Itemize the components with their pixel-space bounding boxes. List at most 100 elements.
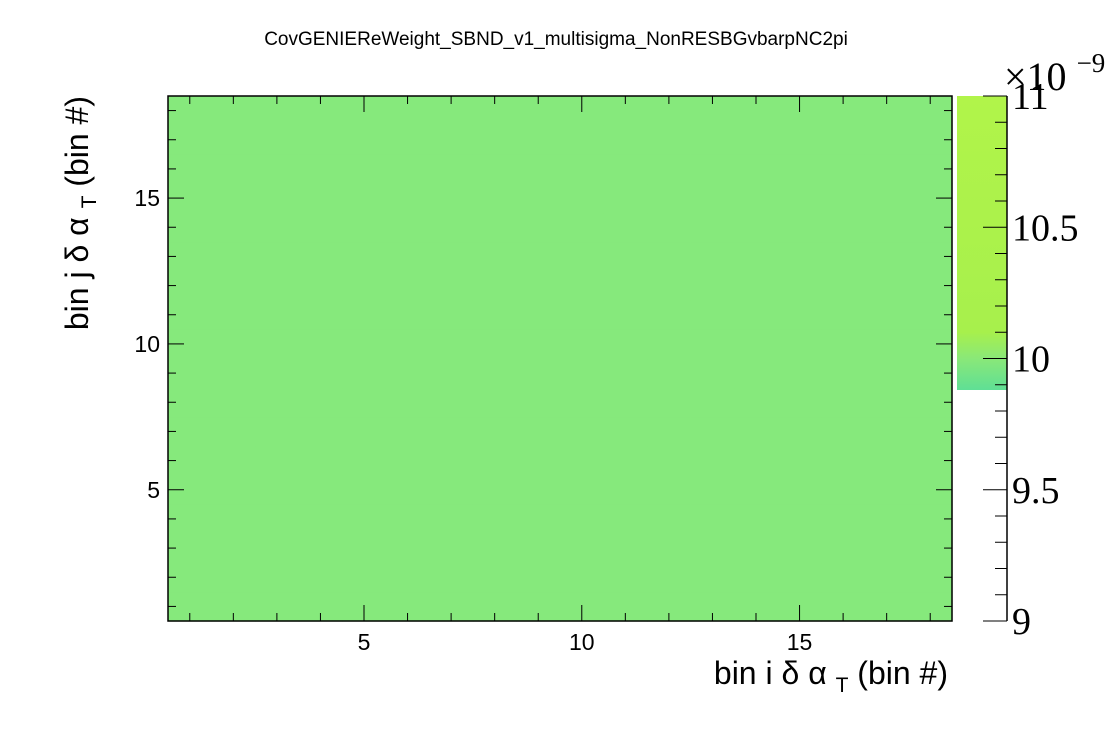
heatmap-cell [342, 329, 387, 360]
heatmap-cell [603, 212, 648, 243]
heatmap-cell [603, 358, 648, 389]
heatmap-cell [342, 358, 387, 389]
heatmap-cell [647, 533, 692, 564]
heatmap-cell [429, 125, 474, 155]
heatmap-cell [821, 271, 866, 301]
heatmap-cell [472, 241, 518, 272]
heatmap-cell [690, 241, 735, 272]
heatmap-cell [647, 154, 692, 185]
heatmap-cell [211, 183, 256, 214]
heatmap-cell [255, 183, 300, 214]
heatmap-cell [864, 125, 910, 155]
heatmap-cell [429, 475, 474, 505]
heatmap-cell [777, 533, 822, 564]
heatmap-cell [603, 329, 648, 360]
heatmap-cell [429, 446, 474, 476]
x-axis-ticks [189, 96, 931, 621]
x-axis-label-unit: (bin #) [857, 655, 948, 691]
heatmap-cell [603, 446, 648, 476]
heatmap-cell [864, 533, 910, 564]
heatmap-cell [516, 241, 561, 272]
heatmap-cell [603, 387, 648, 418]
heatmap-cell [734, 300, 779, 330]
heatmap-cell [516, 300, 561, 330]
heatmap-cell [211, 212, 256, 243]
colorbar-multiplier-exponent: −9 [1077, 48, 1106, 78]
heatmap-cell [777, 416, 822, 447]
heatmap-cell [255, 387, 300, 418]
heatmap-cell [429, 329, 474, 360]
colorbar-tick-labels: 9 9.5 10 10.5 11 [1012, 76, 1079, 643]
heatmap-cell [298, 504, 343, 535]
heatmap-cell [560, 329, 605, 360]
heatmap-cell [821, 446, 866, 476]
heatmap-cell [472, 329, 518, 360]
heatmap-cell [385, 446, 430, 476]
heatmap-cell [472, 212, 518, 243]
heatmap-cell [516, 125, 561, 155]
heatmap-cell [385, 562, 430, 593]
heatmap-cell [647, 212, 692, 243]
heatmap-cell [734, 358, 779, 389]
heatmap-cell [560, 416, 605, 447]
heatmap-cell [821, 475, 866, 505]
heatmap-cell [385, 358, 430, 389]
heatmap-cell [342, 300, 387, 330]
heatmap-cell [603, 475, 648, 505]
heatmap-cell [211, 562, 256, 593]
heatmap-cell [734, 446, 779, 476]
heatmap-cell [734, 241, 779, 272]
heatmap-cell [255, 533, 300, 564]
heatmap-cell [211, 504, 256, 535]
heatmap-cell [429, 183, 474, 214]
heatmap-cell [342, 446, 387, 476]
heatmap-cell [647, 562, 692, 593]
heatmap-cell [690, 183, 735, 214]
x-axis-label-subscript: T [836, 674, 849, 697]
colorbar-tick-label: 10.5 [1012, 207, 1079, 249]
heatmap-cell [864, 387, 910, 418]
heatmap-cell [385, 329, 430, 360]
heatmap-cell [342, 416, 387, 447]
heatmap-cell [560, 300, 605, 330]
heatmap-cell [864, 446, 910, 476]
heatmap-cell [298, 300, 343, 330]
x-axis-label-main: bin i δ α [714, 655, 827, 691]
heatmap-cell [560, 475, 605, 505]
heatmap-cell [211, 446, 256, 476]
heatmap-cell [211, 387, 256, 418]
heatmap-cell [385, 271, 430, 301]
heatmap-cell [690, 446, 735, 476]
heatmap-cell [647, 329, 692, 360]
heatmap-cell [516, 154, 561, 185]
heatmap-cell [690, 329, 735, 360]
heatmap-cell [864, 183, 910, 214]
heatmap-cell [516, 475, 561, 505]
heatmap-cell [603, 241, 648, 272]
colorbar-tick-label: 9 [1012, 601, 1031, 643]
heatmap-cell [429, 271, 474, 301]
heatmap-cell [472, 125, 518, 155]
heatmap-cell [777, 183, 822, 214]
heatmap-cell [211, 533, 256, 564]
heatmap-cell [255, 154, 300, 185]
y-axis-label-main: bin j δ α [59, 217, 95, 330]
heatmap-cell [647, 271, 692, 301]
heatmap-cell [777, 300, 822, 330]
heatmap-cell [342, 183, 387, 214]
heatmap-cell [821, 212, 866, 243]
heatmap-cell [560, 446, 605, 476]
heatmap-cell [647, 475, 692, 505]
heatmap-cell [516, 533, 561, 564]
chart-title: CovGENIEReWeight_SBND_v1_multisigma_NonR… [264, 29, 848, 50]
heatmap-cell [472, 533, 518, 564]
heatmap-cell [864, 241, 910, 272]
heatmap-cell [690, 416, 735, 447]
heatmap-cell [734, 562, 779, 593]
heatmap-cell [560, 562, 605, 593]
heatmap-cell [821, 125, 866, 155]
heatmap-cell [516, 416, 561, 447]
y-tick-label: 15 [134, 185, 160, 211]
colorbar-tick-label: 10 [1012, 339, 1050, 381]
